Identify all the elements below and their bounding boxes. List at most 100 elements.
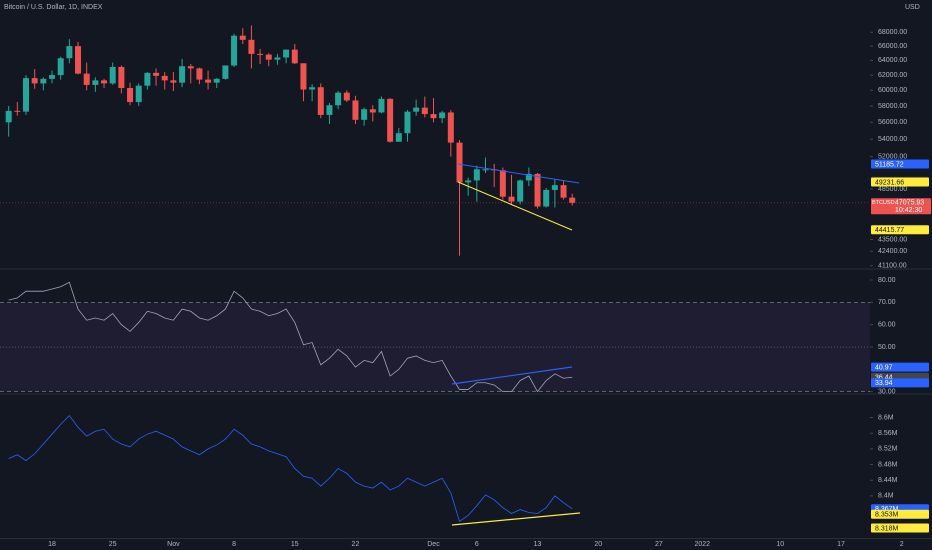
currency: USD [905,4,920,11]
x-tick-label: 8 [232,541,236,548]
trend-line[interactable] [457,163,580,184]
candle-body [343,92,350,101]
candle-body [395,133,402,142]
candle-body [31,78,38,84]
candle-body [265,54,272,60]
candle-body [309,87,316,90]
candle-body [569,197,576,203]
indicator-line [8,281,573,393]
candle-body [248,39,255,54]
symbol-label: BTCUSD [872,200,895,206]
price-label: 36.44 [875,375,893,382]
candle-body [430,114,437,119]
price-label: 51185.72 [875,161,904,168]
y-tick-label: 66000.00 [878,43,907,50]
candle-body [109,66,116,84]
candle-body [404,111,411,134]
candle-body [187,66,194,69]
price-label-bg [871,159,929,169]
candle-body [40,78,47,84]
x-tick-label: 25 [109,541,117,548]
x-tick-label: 20 [594,541,602,548]
trend-line[interactable] [451,512,581,526]
y-tick-label: 60000.00 [878,87,907,94]
y-tick-label: 48500.00 [878,186,907,193]
candle-body [179,66,186,83]
y-tick-label: 60.00 [878,322,896,329]
y-tick-label: 52000.00 [878,154,907,161]
candle-body [222,65,229,79]
y-tick-label: 70.00 [878,299,896,306]
price-label: 33.94 [875,380,893,387]
candle-body [5,110,12,123]
x-tick-label: 2 [900,541,904,548]
countdown: 10:42:30 [895,207,922,214]
price-label: 8.318M [875,525,899,532]
y-tick-label: 8.44M [878,477,898,484]
candle-body [118,66,125,88]
symbol-title[interactable]: Bitcoin / U.S. Dollar, 1D, INDEX [4,4,103,11]
indicator-line [8,414,573,522]
candle-body [465,180,472,183]
x-tick-label: 2022 [694,541,710,548]
candle-body [127,87,134,103]
price-label-bg [871,523,929,533]
candle-body [482,169,489,171]
last-price: 47075.93 [895,200,924,207]
candle-body [274,57,281,60]
x-tick-label: 15 [291,541,299,548]
candle-body [525,173,532,181]
y-tick-label: 62000.00 [878,72,907,79]
candle-body [551,185,558,190]
x-tick-label: 18 [48,541,56,548]
candle-body [517,180,524,202]
axis-labels: 18 25 Nov 8 15 22 Dec 6 13 20 27 2022 10 17 2 41100.00 4… [48,29,931,548]
y-tick-label: 8.4M [878,493,894,500]
candle-body [75,46,82,74]
price-label: 49231.66 [875,179,904,186]
candle-body [534,173,541,207]
y-tick-label: 8.48M [878,461,898,468]
candle-body [170,80,177,83]
candle-body [231,35,238,66]
candle-body [456,142,463,183]
price-label-bg [871,509,929,519]
price-label: 8.367M [875,506,899,513]
trend-line[interactable] [457,181,573,231]
y-tick-label: 8.52M [878,446,898,453]
x-tick-label: 6 [475,541,479,548]
price-label: 8.353M [875,512,899,519]
candle-body [508,196,515,202]
candle-body [352,100,359,120]
trend-line[interactable] [451,366,573,385]
y-tick-label: 68000.00 [878,29,907,36]
candle-body [369,109,376,113]
y-tick-label: 8.56M [878,430,898,437]
candle-body [101,80,108,84]
candle-body [543,189,550,207]
price-label-bg [871,378,929,388]
candle-body [317,87,324,115]
y-tick-label: 41100.00 [878,263,907,270]
candle-body [161,75,168,81]
candle-body [144,72,151,86]
x-tick-label: 17 [837,541,845,548]
candle-body [83,73,90,85]
y-tick-label: 64000.00 [878,57,907,64]
candle-body [283,49,290,58]
candle-body [361,109,368,120]
x-tick-label: Nov [167,541,180,548]
y-tick-label: 8.6M [878,414,894,421]
y-tick-label: 50.00 [878,344,896,351]
candle-body [49,75,56,79]
y-tick-label: 58000.00 [878,103,907,110]
candle-body [66,46,73,59]
candle-body [387,98,394,142]
candle-body [300,63,307,90]
x-tick-label: Dec [427,541,440,548]
candle-body [92,80,99,85]
candle-body [413,107,420,112]
price-label: 40.97 [875,365,893,372]
x-tick-label: 22 [352,541,360,548]
